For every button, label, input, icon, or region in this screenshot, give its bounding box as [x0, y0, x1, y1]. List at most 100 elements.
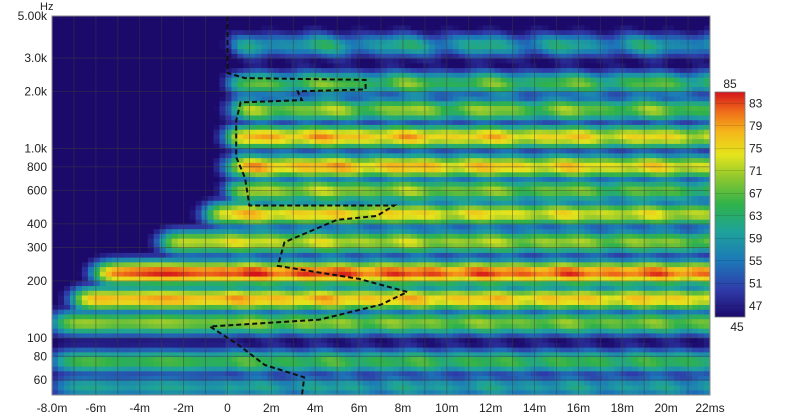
heatmap-cell — [231, 53, 239, 60]
heatmap-cell — [63, 186, 71, 192]
heatmap-cell — [386, 30, 394, 36]
heatmap-cell — [75, 229, 83, 235]
heatmap-cell — [303, 53, 310, 60]
heatmap-cell — [303, 214, 310, 221]
heatmap-cell — [363, 286, 370, 292]
heatmap-cell — [321, 366, 328, 372]
heatmap-cell — [375, 295, 382, 301]
heatmap-cell — [105, 39, 113, 46]
heatmap-cell — [105, 257, 113, 263]
heatmap-cell — [303, 371, 310, 377]
heatmap-cell — [345, 295, 352, 301]
heatmap-cell — [63, 72, 71, 79]
heatmap-cell — [207, 129, 215, 136]
heatmap-cell — [422, 30, 430, 36]
heatmap-cell — [195, 309, 203, 316]
heatmap-cell — [410, 129, 418, 136]
heatmap-cell — [195, 328, 203, 335]
heatmap-cell — [129, 267, 137, 273]
heatmap-cell — [381, 115, 388, 121]
heatmap-cell — [81, 347, 89, 353]
heatmap-cell — [410, 333, 418, 339]
heatmap-cell — [273, 361, 280, 368]
heatmap-cell — [105, 309, 113, 316]
heatmap-cell — [123, 224, 131, 230]
heatmap-cell — [159, 286, 167, 292]
heatmap-cell — [249, 224, 256, 230]
heatmap-cell — [351, 281, 358, 287]
heatmap-cell — [261, 210, 268, 216]
heatmap-cell — [183, 252, 191, 259]
heatmap-cell — [159, 290, 167, 297]
heatmap-cell — [159, 177, 167, 183]
heatmap-cell — [249, 276, 256, 282]
heatmap-cell — [327, 96, 334, 102]
heatmap-cell — [75, 167, 83, 173]
heatmap-cell — [153, 177, 161, 183]
heatmap-cell — [111, 77, 119, 83]
heatmap-cell — [171, 257, 179, 263]
heatmap-cell — [375, 129, 382, 136]
heatmap-cell — [195, 271, 203, 278]
heatmap-cell — [231, 63, 239, 69]
heatmap-cell — [392, 25, 400, 31]
heatmap-cell — [297, 87, 304, 93]
heatmap-cell — [195, 153, 203, 159]
heatmap-cell — [147, 385, 155, 391]
heatmap-cell — [105, 115, 113, 121]
heatmap-cell — [279, 25, 286, 31]
heatmap-cell — [147, 271, 155, 278]
heatmap-cell — [261, 139, 268, 145]
heatmap-cell — [117, 371, 125, 377]
heatmap-cell — [201, 257, 209, 263]
heatmap-cell — [87, 181, 95, 188]
heatmap-cell — [201, 271, 209, 278]
heatmap-cell — [357, 257, 364, 263]
heatmap-cell — [213, 34, 221, 41]
heatmap-cell — [171, 290, 179, 297]
heatmap-cell — [189, 328, 197, 335]
heatmap-cell — [147, 304, 155, 311]
heatmap-cell — [398, 210, 406, 216]
heatmap-cell — [231, 162, 239, 169]
heatmap-cell — [111, 106, 119, 112]
heatmap-cell — [201, 304, 209, 311]
heatmap-cell — [291, 238, 298, 244]
heatmap-cell — [303, 300, 310, 306]
heatmap-cell — [153, 286, 161, 292]
heatmap-cell — [327, 366, 334, 372]
heatmap-cell — [285, 252, 292, 259]
heatmap-cell — [63, 115, 71, 121]
heatmap-cell — [363, 87, 370, 93]
heatmap-cell — [93, 167, 101, 173]
heatmap-cell — [153, 39, 161, 46]
heatmap-cell — [321, 72, 328, 79]
heatmap-cell — [321, 162, 328, 169]
heatmap-cell — [153, 342, 161, 349]
heatmap-cell — [189, 16, 197, 22]
heatmap-cell — [351, 314, 358, 320]
heatmap-cell — [213, 390, 221, 395]
heatmap-cell — [404, 172, 412, 178]
heatmap-cell — [392, 314, 400, 320]
heatmap-cell — [171, 233, 179, 240]
heatmap-cell — [267, 271, 274, 278]
heatmap-cell — [363, 371, 370, 377]
heatmap-cell — [249, 177, 256, 183]
heatmap-cell — [345, 376, 352, 382]
heatmap-cell — [339, 328, 346, 335]
heatmap-cell — [231, 323, 239, 330]
heatmap-cell — [249, 366, 256, 372]
heatmap-cell — [357, 347, 364, 353]
heatmap-cell — [177, 101, 185, 107]
heatmap-cell — [57, 30, 65, 36]
heatmap-cell — [249, 361, 256, 368]
heatmap-cell — [225, 267, 233, 273]
heatmap-cell — [135, 371, 143, 377]
heatmap-cell — [333, 286, 340, 292]
heatmap-cell — [123, 248, 131, 254]
heatmap-cell — [327, 39, 334, 46]
heatmap-cell — [189, 281, 197, 287]
heatmap-cell — [99, 110, 107, 117]
